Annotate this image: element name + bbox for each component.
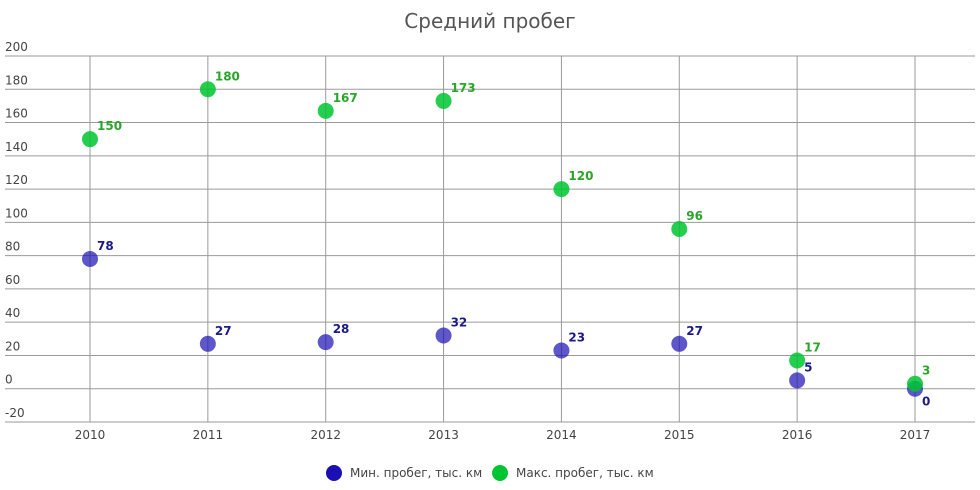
data-label: 28: [333, 322, 350, 336]
y-tick-label: 60: [5, 273, 20, 287]
point: [317, 102, 334, 119]
point: [789, 372, 806, 389]
data-label: 0: [922, 395, 930, 409]
y-tick-label: 200: [5, 40, 28, 54]
point: [671, 335, 688, 352]
point: [435, 327, 452, 344]
x-tick-label: 2017: [900, 428, 931, 442]
chart-title: Средний пробег: [404, 9, 575, 33]
data-label: 27: [686, 324, 703, 338]
data-label: 78: [97, 239, 114, 253]
y-tick-label: -20: [5, 406, 25, 420]
data-label: 120: [568, 169, 593, 183]
x-tick-label: 2013: [428, 428, 459, 442]
legend-marker: [326, 465, 342, 481]
point: [907, 375, 923, 392]
data-label: 96: [686, 209, 703, 223]
x-tick-label: 2011: [193, 428, 224, 442]
point: [199, 81, 216, 98]
data-label: 5: [804, 360, 812, 374]
y-tick-label: 180: [5, 73, 28, 87]
data-label: 167: [333, 91, 358, 105]
y-tick-label: 80: [5, 240, 20, 254]
x-tick-label: 2012: [310, 428, 341, 442]
data-label: 173: [451, 81, 476, 95]
y-tick-label: 20: [5, 339, 20, 353]
y-tick-label: 0: [5, 373, 13, 387]
point: [82, 250, 98, 267]
point: [553, 342, 570, 359]
legend-marker: [492, 465, 508, 481]
point: [553, 181, 570, 198]
point: [199, 335, 216, 352]
data-label: 32: [451, 315, 468, 329]
data-label: 17: [804, 340, 821, 354]
x-tick-label: 2014: [546, 428, 577, 442]
point: [317, 334, 334, 351]
y-tick-label: 140: [5, 140, 28, 154]
y-tick-label: 40: [5, 306, 20, 320]
data-label: 3: [922, 364, 930, 378]
data-label: 180: [215, 69, 240, 83]
y-tick-label: 120: [5, 173, 28, 187]
point: [671, 221, 688, 238]
point: [789, 352, 806, 369]
x-tick-label: 2010: [75, 428, 106, 442]
y-tick-label: 160: [5, 107, 28, 121]
legend-label: Мин. пробег, тыс. км: [350, 466, 482, 480]
data-label: 150: [97, 119, 122, 133]
x-tick-label: 2016: [782, 428, 813, 442]
point: [82, 131, 98, 148]
data-label: 27: [215, 324, 232, 338]
point: [435, 92, 452, 109]
legend-label: Макс. пробег, тыс. км: [516, 466, 654, 480]
y-tick-label: 100: [5, 206, 28, 220]
x-tick-label: 2015: [664, 428, 695, 442]
data-label: 23: [568, 330, 585, 344]
